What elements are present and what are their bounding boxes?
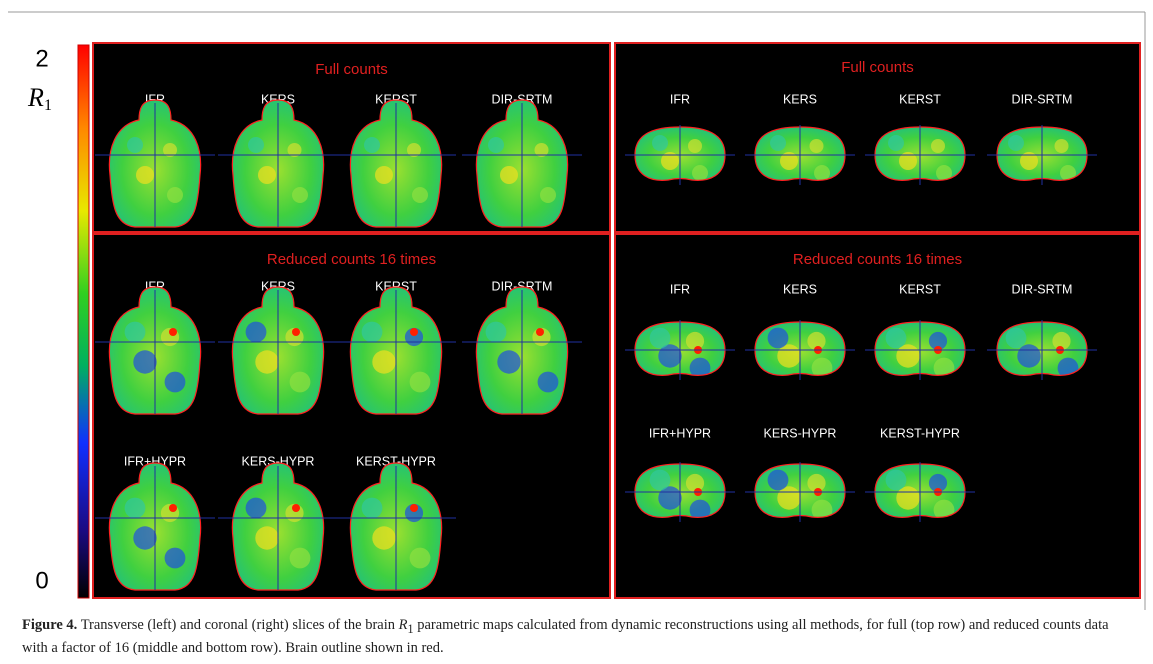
method-label: IFR (670, 282, 690, 296)
blob (410, 372, 431, 393)
blob (375, 166, 393, 184)
figure: 2 R1 0 Full counts IFR KERS KERST DIR-SRTM Re… (0, 0, 1153, 610)
symbol: R (27, 83, 44, 112)
panel-title: Full counts (315, 61, 388, 78)
panels: Full counts IFR KERS KERST DIR-SRTM Reduced c… (93, 43, 1140, 598)
caption: Figure 4. Transverse (left) and coronal … (22, 616, 1132, 658)
subscript: 1 (44, 97, 52, 114)
method-label: KERST-HYPR (880, 426, 960, 440)
blob (486, 322, 507, 343)
blob (1055, 139, 1069, 153)
blob (500, 166, 518, 184)
caption-label: Figure 4. (22, 617, 77, 633)
method-label: KERS-HYPR (764, 426, 837, 440)
blob (538, 372, 559, 393)
hotspot (292, 504, 300, 512)
blob (888, 135, 904, 151)
blob (364, 137, 380, 153)
blob (362, 498, 383, 519)
caption-text: Transverse (left) and coronal (right) sl… (81, 617, 395, 633)
colorbar-symbol: R1 (27, 83, 52, 114)
blob (136, 166, 154, 184)
blob (770, 135, 786, 151)
caption-symbol: R (399, 617, 408, 633)
blob (650, 328, 671, 349)
blob (768, 470, 789, 491)
blob (165, 372, 186, 393)
caption-subscript: 1 (408, 622, 414, 636)
blob (167, 187, 183, 203)
blob (372, 350, 395, 373)
method-label: KERS (783, 92, 817, 106)
blob (372, 526, 395, 549)
blob (290, 548, 311, 569)
blob (652, 135, 668, 151)
blob (165, 548, 186, 569)
hotspot (410, 504, 418, 512)
blob (133, 526, 156, 549)
method-label: KERS (783, 282, 817, 296)
blob (810, 139, 824, 153)
blob (1008, 135, 1024, 151)
blob (133, 350, 156, 373)
method-label: DIR-SRTM (1012, 282, 1073, 296)
blob (246, 498, 267, 519)
blob (931, 139, 945, 153)
colorbar-min: 0 (35, 567, 48, 594)
hotspot (410, 328, 418, 336)
blob (248, 137, 264, 153)
blob (255, 526, 278, 549)
blob (258, 166, 276, 184)
method-label: IFR+HYPR (649, 426, 711, 440)
hotspot (169, 504, 177, 512)
blob (125, 498, 146, 519)
panel-title: Reduced counts 16 times (267, 251, 436, 268)
blob (362, 322, 383, 343)
method-label: KERST (899, 282, 941, 296)
blob (540, 187, 556, 203)
blob (246, 322, 267, 343)
blob (692, 165, 708, 181)
blob (292, 187, 308, 203)
hotspot (169, 328, 177, 336)
colorbar-max: 2 (35, 45, 48, 72)
blob (290, 372, 311, 393)
blob (896, 344, 919, 367)
blob (412, 187, 428, 203)
hotspot (292, 328, 300, 336)
method-label: DIR-SRTM (1012, 92, 1073, 106)
method-label: IFR (670, 92, 690, 106)
method-label: KERST (899, 92, 941, 106)
panel-title: Reduced counts 16 times (793, 251, 962, 268)
blob (127, 137, 143, 153)
blob (886, 470, 907, 491)
blob (886, 328, 907, 349)
blob (688, 139, 702, 153)
blob (650, 470, 671, 491)
blob (488, 137, 504, 153)
blob (896, 486, 919, 509)
blob (1017, 344, 1040, 367)
blob (497, 350, 520, 373)
blob (768, 328, 789, 349)
colorbar (78, 45, 89, 598)
hotspot (536, 328, 544, 336)
blob (410, 548, 431, 569)
panel-title: Full counts (841, 59, 914, 76)
blob (255, 350, 278, 373)
blob (125, 322, 146, 343)
blob (1006, 328, 1027, 349)
page: 2 R1 0 Full countsIFRKERSKERSTDIR-SRTMRe… (0, 0, 1153, 664)
